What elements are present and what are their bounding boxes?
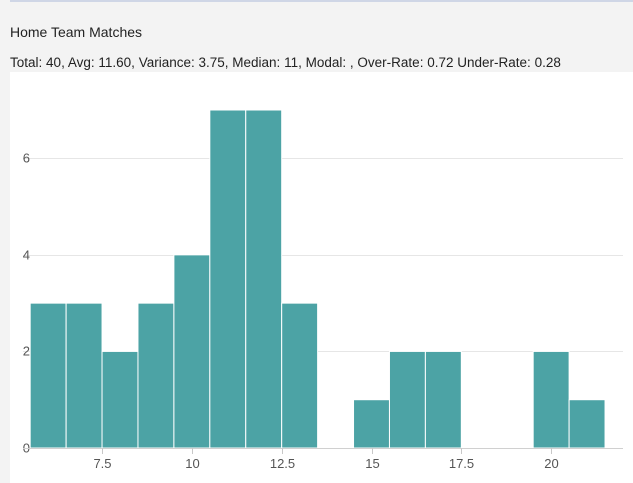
bar-layer	[29, 109, 606, 449]
histogram-bar	[424, 350, 462, 449]
y-tick-label: 6	[23, 151, 30, 166]
x-tick-label: 20	[544, 456, 558, 471]
grid-layer	[23, 158, 623, 352]
stat-total-value: 40	[46, 55, 62, 70]
stat-under-rate-label: Under-Rate:	[457, 55, 531, 70]
histogram-bar	[101, 350, 139, 449]
histogram-bar	[281, 302, 319, 449]
stat-over-rate-value: 0.72	[427, 55, 454, 70]
x-tick-label: 7.5	[93, 456, 111, 471]
histogram-bar	[137, 302, 175, 449]
y-tick-label: 2	[23, 344, 30, 359]
histogram-bar	[209, 109, 247, 449]
stat-avg-label: Avg:	[67, 55, 95, 70]
histogram-bar	[353, 399, 390, 449]
top-divider	[10, 0, 633, 2]
stat-median-label: Median:	[232, 55, 281, 70]
histogram-bar	[245, 109, 283, 449]
stats-line: Total: 40, Avg: 11.60, Variance: 3.75, M…	[10, 55, 561, 70]
histogram-bar	[532, 350, 570, 449]
stat-median-value: 11	[284, 55, 299, 70]
stat-variance-label: Variance:	[138, 55, 195, 70]
histogram-bar	[65, 302, 103, 449]
stat-total-label: Total:	[10, 55, 43, 70]
stat-avg-value: 11.60	[98, 55, 132, 70]
histogram-bar	[388, 350, 426, 449]
histogram-bar	[29, 302, 67, 449]
histogram-bar	[568, 399, 606, 449]
page-title: Home Team Matches	[10, 24, 143, 40]
y-tick-label: 4	[23, 248, 30, 263]
stat-over-rate-label: Over-Rate:	[357, 55, 424, 70]
stat-under-rate-value: 0.28	[534, 55, 561, 70]
x-tick-label: 12.5	[270, 456, 295, 471]
x-tick-label: 17.5	[449, 456, 474, 471]
x-tick-label: 10	[185, 456, 199, 471]
x-tick-label: 15	[365, 456, 379, 471]
stat-variance-value: 3.75	[198, 55, 225, 70]
histogram-bar	[173, 254, 211, 449]
stat-modal-label: Modal:	[305, 55, 347, 70]
